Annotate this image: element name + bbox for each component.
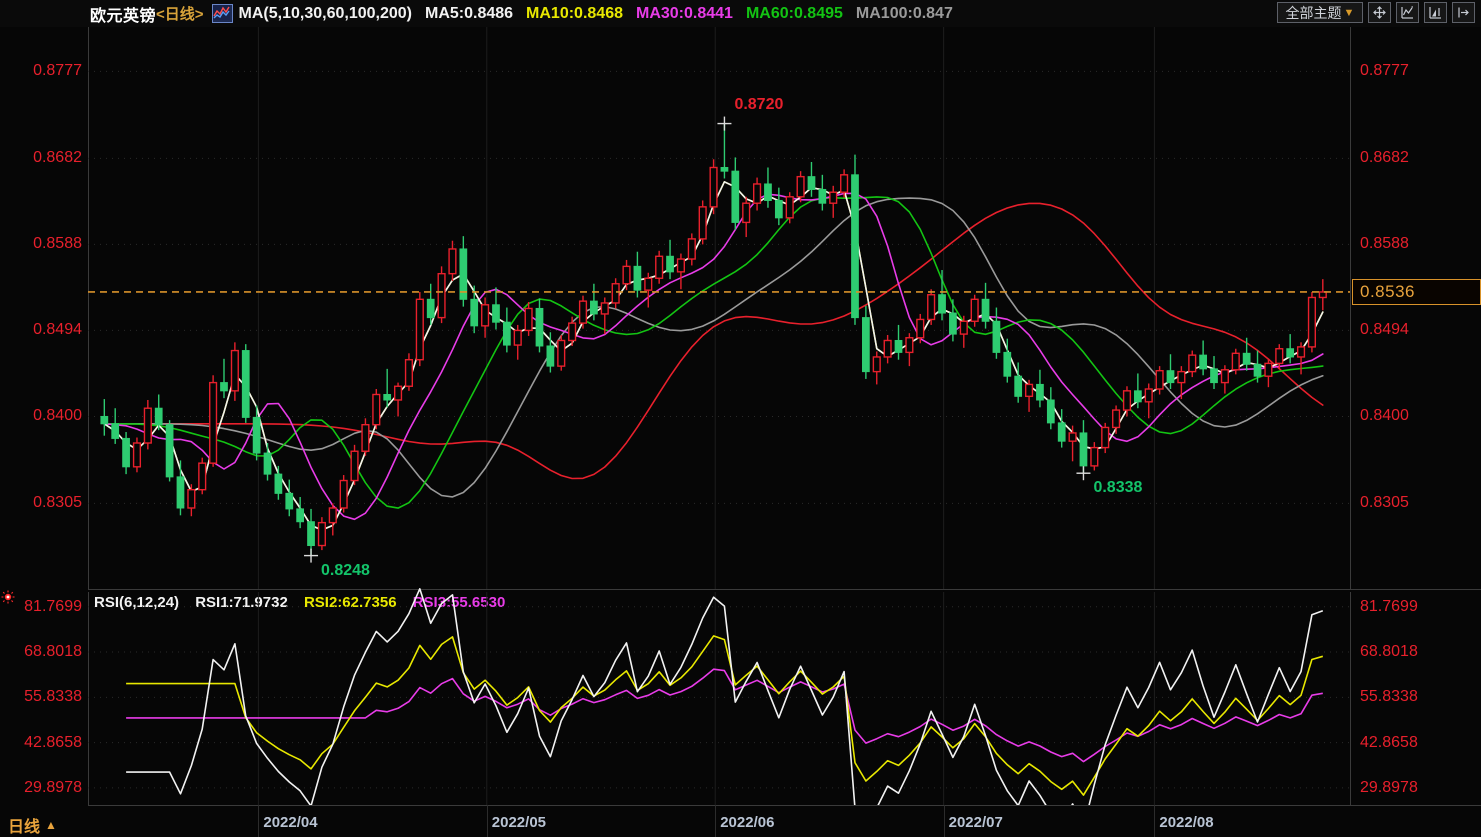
ma30-value: MA30:0.8441 [636, 4, 733, 22]
rsi-tick-left: 42.8658 [24, 733, 82, 751]
scale-chart-icon[interactable] [1424, 2, 1447, 23]
rsi-alert-icon[interactable] [1, 590, 17, 606]
period-tag: <日线> [156, 6, 204, 23]
ma5-value: MA5:0.8486 [425, 4, 514, 22]
ma100-line [103, 197, 1324, 498]
time-tick-mark [486, 805, 488, 837]
price-tick-left: 0.8494 [33, 321, 82, 339]
extreme-cross-icon [1076, 466, 1091, 481]
plot-left-border [88, 27, 89, 589]
ma30-line [103, 192, 1324, 521]
symbol-name[interactable]: 欧元英镑 [90, 7, 157, 25]
expand-right-icon[interactable] [1452, 2, 1475, 23]
time-tick-label: 2022/04 [263, 814, 318, 831]
rsi1-value: RSI1:71.9732 [195, 594, 288, 611]
rsi-tick-right: 81.7699 [1360, 597, 1418, 615]
period-selector[interactable]: 日线 ▲ [8, 813, 57, 837]
rsi2-line [126, 635, 1324, 796]
time-axis-border [88, 805, 1481, 806]
rsi-right-border [1350, 592, 1351, 805]
rsi-lines-layer [88, 587, 1350, 829]
rsi2-value: RSI2:62.7356 [303, 594, 397, 611]
fit-chart-icon[interactable] [1396, 2, 1419, 23]
move-crosshair-icon[interactable] [1368, 2, 1391, 23]
rsi-tick-left: 29.8978 [24, 778, 82, 796]
time-tick-label: 2022/05 [491, 814, 547, 831]
triangle-up-icon: ▲ [45, 818, 57, 832]
plot-right-border [1350, 27, 1351, 589]
ma200-line [103, 202, 1324, 480]
rsi3-value: RSI3:55.6530 [412, 594, 506, 611]
price-grid [88, 70, 1350, 504]
rsi-grid [88, 606, 1350, 789]
price-tick-left: 0.8400 [33, 407, 82, 425]
rsi-plot-area[interactable] [88, 587, 1350, 829]
extreme-cross-icon [304, 548, 319, 563]
chart-toolbar: 全部主题 ▼ [1277, 2, 1475, 23]
price-tick-right: 0.8400 [1360, 407, 1409, 425]
header-legend: 欧元英镑 <日线> MA(5,10,30,60,100,200) MA5:0.8… [0, 2, 966, 26]
candlestick-series [100, 123, 1327, 556]
ma60-value: MA60:0.8495 [745, 4, 843, 22]
ma100-value: MA100:0.847 [855, 4, 953, 22]
time-tick-label: 2022/08 [1159, 814, 1214, 831]
rsi-tick-left: 55.8338 [24, 688, 82, 706]
price-tick-right: 0.8494 [1360, 321, 1409, 339]
rsi1-line [126, 587, 1324, 829]
rsi-left-border [88, 592, 89, 805]
time-axis[interactable]: 日线 ▲ 2022/04 2022/05 2022/06 2022/07 2022/08 [0, 805, 1481, 837]
chevron-down-icon: ▼ [1343, 6, 1355, 19]
price-tick-left: 0.8588 [33, 235, 82, 253]
ma60-line [103, 196, 1324, 509]
time-tick-mark [943, 805, 945, 837]
ma-indicator-icon[interactable] [211, 4, 233, 23]
rsi-tick-right: 29.8978 [1360, 778, 1418, 796]
price-tick-right: 0.8777 [1360, 62, 1409, 80]
rsi-tick-left: 81.7699 [24, 597, 82, 615]
high-price-annotation: 0.8720 [734, 95, 784, 113]
time-tick-label: 2022/06 [720, 814, 775, 831]
chart-header: 欧元英镑 <日线> MA(5,10,30,60,100,200) MA5:0.8… [0, 0, 1481, 27]
price-tick-left: 0.8777 [33, 62, 82, 80]
rsi-tick-left: 68.8018 [24, 643, 82, 661]
panel-divider [88, 589, 1481, 590]
rsi-tick-right: 42.8658 [1360, 733, 1418, 751]
ma-formula: MA(5,10,30,60,100,200) [238, 4, 412, 22]
period-selector-label: 日线 [8, 819, 41, 836]
rsi-tick-right: 68.8018 [1360, 643, 1418, 661]
price-candles-layer [88, 27, 1350, 589]
theme-selector-button[interactable]: 全部主题 ▼ [1277, 2, 1363, 23]
price-panel[interactable]: 0.8777 0.8682 0.8588 0.8494 0.8400 0.8305 0.8… [0, 27, 1481, 589]
rsi-tick-right: 55.8338 [1360, 688, 1418, 706]
low-price-annotation-2: 0.8338 [1093, 479, 1143, 497]
price-tick-left: 0.8682 [33, 149, 82, 167]
price-tick-right: 0.8682 [1360, 149, 1409, 167]
price-tick-left: 0.8305 [33, 494, 82, 512]
price-plot-area[interactable] [88, 27, 1350, 589]
ma10-value: MA10:0.8468 [526, 4, 623, 22]
rsi-legend: RSI(6,12,24) RSI1:71.9732 RSI2:62.7356 R… [94, 594, 517, 611]
time-tick-mark [258, 805, 260, 837]
time-tick-mark [1154, 805, 1156, 837]
extreme-cross-icon [717, 116, 732, 131]
low-price-annotation-1: 0.8248 [321, 561, 370, 579]
rsi3-line [126, 668, 1323, 763]
rsi-panel[interactable]: RSI(6,12,24) RSI1:71.9732 RSI2:62.7356 R… [0, 587, 1481, 829]
time-tick-label: 2022/07 [948, 814, 1003, 831]
current-price-badge: 0.8536 [1352, 278, 1481, 305]
theme-selector-label: 全部主题 [1285, 4, 1342, 21]
price-tick-right: 0.8305 [1360, 494, 1409, 512]
rsi-formula: RSI(6,12,24) [94, 594, 180, 611]
price-tick-right: 0.8588 [1360, 235, 1409, 253]
time-tick-mark [715, 805, 717, 837]
